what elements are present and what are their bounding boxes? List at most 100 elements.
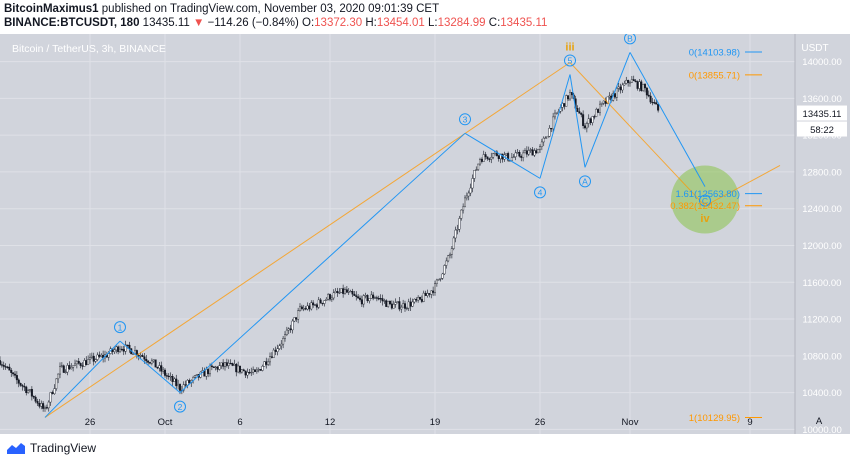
candle-body bbox=[117, 346, 120, 352]
candle-body bbox=[582, 114, 585, 126]
candle-body bbox=[40, 403, 43, 407]
author-name[interactable]: BitcoinMaximus1 bbox=[4, 3, 99, 15]
candle-body bbox=[434, 283, 437, 293]
candle-body bbox=[338, 292, 341, 294]
price-axis-bg bbox=[795, 34, 850, 434]
candle-body bbox=[150, 360, 153, 364]
candle-body bbox=[92, 355, 95, 362]
candle-body bbox=[12, 372, 15, 375]
candle-body bbox=[413, 298, 416, 303]
wave-label-iv: iv bbox=[700, 213, 710, 225]
candle-body bbox=[593, 116, 596, 118]
candle-body bbox=[527, 150, 530, 155]
candle-body bbox=[407, 301, 410, 309]
candle-body bbox=[640, 81, 643, 91]
candle-body bbox=[569, 92, 572, 100]
candle-body bbox=[366, 295, 369, 302]
countdown-box bbox=[797, 121, 847, 137]
candle-body bbox=[195, 373, 198, 376]
candle-body bbox=[25, 386, 28, 394]
candle-body bbox=[280, 343, 283, 347]
candle-body bbox=[368, 298, 371, 302]
candle-body bbox=[492, 153, 495, 158]
candle-body bbox=[355, 295, 358, 297]
candle-body bbox=[237, 365, 240, 373]
candle-body bbox=[8, 366, 11, 371]
time-tick-5: 26 bbox=[535, 417, 546, 428]
candle-body bbox=[445, 260, 448, 266]
candle-body bbox=[417, 297, 420, 301]
candle-body bbox=[240, 369, 243, 373]
candle-body bbox=[314, 304, 317, 306]
candle-body bbox=[2, 364, 5, 367]
price-tick-0: 10000.00 bbox=[802, 425, 842, 434]
candle-body bbox=[0, 364, 3, 366]
candle-body bbox=[90, 355, 93, 358]
candle-body bbox=[497, 155, 500, 159]
candle-body bbox=[85, 360, 88, 366]
candle-body bbox=[584, 125, 587, 129]
candle-body bbox=[42, 403, 45, 409]
candle-body bbox=[602, 100, 605, 104]
candle-body bbox=[529, 149, 532, 151]
candle-body bbox=[64, 371, 67, 374]
candle-body bbox=[75, 360, 78, 365]
candle-body bbox=[88, 357, 91, 360]
blue-segment bbox=[569, 74, 586, 168]
published-text: published on TradingView.com, November 0… bbox=[101, 3, 440, 15]
candle-body bbox=[306, 305, 309, 310]
candle-body bbox=[87, 359, 90, 366]
candle-body bbox=[458, 218, 461, 230]
wave-label-3: 3 bbox=[463, 115, 468, 125]
candle-body bbox=[284, 334, 287, 339]
candle-body bbox=[524, 150, 527, 154]
candle-body bbox=[270, 356, 273, 358]
candle-body bbox=[471, 178, 474, 189]
candle-body bbox=[447, 255, 450, 262]
candle-body bbox=[216, 366, 219, 370]
fib-label-3: 0.382(12432.47) bbox=[670, 201, 740, 212]
candle-body bbox=[591, 116, 594, 123]
candle-body bbox=[644, 84, 647, 89]
candle-body bbox=[304, 308, 307, 310]
wave-circle-4 bbox=[534, 186, 546, 199]
candle-body bbox=[165, 375, 168, 377]
candle-body bbox=[225, 362, 228, 366]
candle-body bbox=[169, 376, 172, 378]
ohlc-low: 13284.99 bbox=[437, 17, 486, 29]
fib-label-1: 0(13855.71) bbox=[689, 70, 740, 81]
wave-label-4: 4 bbox=[538, 188, 543, 198]
candle-body bbox=[578, 111, 581, 114]
candle-body bbox=[263, 361, 266, 367]
candle-body bbox=[21, 385, 24, 387]
tradingview-logo[interactable]: TradingView bbox=[6, 441, 96, 455]
candle-body bbox=[642, 84, 645, 91]
candle-body bbox=[223, 362, 226, 367]
candle-body bbox=[218, 365, 221, 370]
candle-body bbox=[107, 353, 110, 358]
candle-body bbox=[148, 362, 151, 364]
time-axis[interactable]: 26 Oct 6 12 19 26 Nov 9 A bbox=[85, 416, 823, 428]
candle-body bbox=[60, 365, 63, 367]
candle-body bbox=[482, 154, 485, 162]
candle-body bbox=[19, 383, 22, 386]
candle-body bbox=[505, 153, 508, 156]
candle-body bbox=[561, 103, 564, 108]
candle-body bbox=[542, 137, 545, 143]
price-tick-3: 11200.00 bbox=[803, 315, 842, 326]
candle-body bbox=[17, 379, 20, 384]
candle-body bbox=[6, 366, 9, 368]
candle-body bbox=[608, 95, 611, 98]
ohlc-high: 13454.01 bbox=[376, 17, 425, 29]
candle-body bbox=[156, 366, 159, 369]
candle-body bbox=[83, 360, 86, 367]
candle-body bbox=[617, 86, 620, 89]
price-axis[interactable]: 10000.00 10400.00 10800.00 11200.00 11600.00… bbox=[794, 34, 850, 434]
candle-body bbox=[45, 407, 48, 409]
candle-body bbox=[550, 127, 553, 130]
candle-body bbox=[439, 278, 442, 280]
wave-circle-B bbox=[624, 34, 636, 45]
candle-body bbox=[398, 301, 401, 310]
candle-body bbox=[282, 338, 285, 345]
